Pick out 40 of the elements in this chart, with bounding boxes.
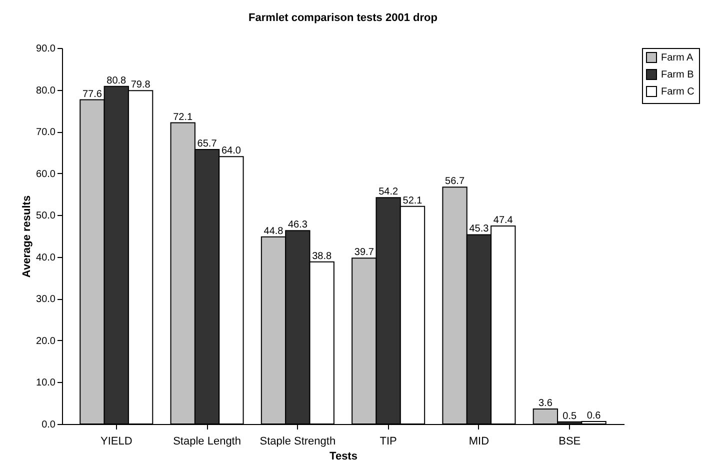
data-label: 79.8 (130, 80, 151, 91)
data-label: 72.1 (173, 112, 194, 123)
data-label: 44.8 (264, 226, 284, 237)
data-label: 45.3 (469, 224, 490, 235)
x-axis-title: Tests (330, 450, 358, 462)
data-label: 64.0 (221, 146, 242, 157)
data-label: 46.3 (288, 220, 308, 231)
y-axis-title: Average results (21, 195, 34, 278)
y-tick-label: 90.0 (36, 44, 56, 54)
y-tick-label: 0.0 (42, 420, 56, 430)
x-tick-label: MID (468, 436, 490, 448)
legend-label: Farm A (661, 52, 694, 64)
y-tick-label: 80.0 (36, 85, 56, 96)
x-tick-label: Staple Length (173, 436, 241, 448)
data-label: 0.6 (586, 410, 602, 422)
x-tick-label: BSE (558, 436, 581, 448)
y-tick-label: 30.0 (36, 294, 56, 306)
data-label: 38.8 (312, 250, 332, 262)
data-label: 0.5 (562, 410, 577, 422)
data-label: 47.4 (493, 214, 514, 226)
data-label: 54.2 (378, 186, 398, 198)
y-tick-label: 10.0 (36, 378, 56, 389)
x-tick-label: TIP (380, 436, 397, 448)
x-tick-label: YIELD (100, 436, 132, 448)
data-label: 65.7 (197, 138, 218, 150)
legend-label: Farm B (661, 70, 694, 80)
y-tick-label: 40.0 (36, 252, 56, 264)
data-label: 39.7 (354, 247, 374, 258)
chart-title: Farmlet comparison tests 2001 drop (248, 12, 438, 24)
data-label: 80.8 (106, 75, 127, 86)
x-tick-label: Staple Strength (260, 436, 336, 448)
data-label: 56.7 (445, 176, 465, 188)
y-tick-label: 70.0 (36, 127, 56, 138)
y-tick-label: 20.0 (36, 336, 56, 347)
y-tick-label: 50.0 (36, 210, 56, 222)
y-tick-label: 60.0 (36, 168, 56, 180)
legend-label: Farm C (661, 86, 694, 98)
data-label: 52.1 (402, 195, 423, 206)
data-label: 3.6 (538, 398, 553, 409)
data-label: 77.6 (82, 88, 102, 100)
